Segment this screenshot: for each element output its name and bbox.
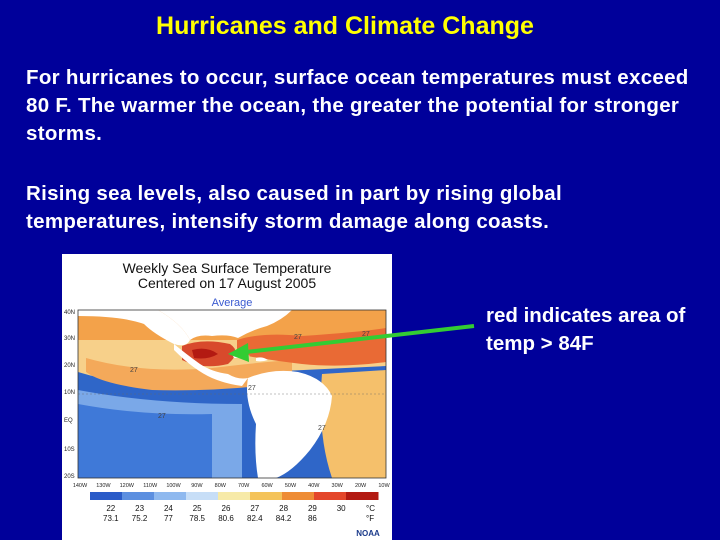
legend-celsius-label: 29 [308,504,317,513]
callout-text: red indicates area of temp > 84F [486,304,686,355]
lon-label: 10W [378,483,390,489]
legend-celsius-label: 24 [164,504,173,513]
legend-fahrenheit-label: 82.4 [247,514,263,523]
lon-label: 110W [143,483,158,489]
legend-swatch [250,492,283,500]
sst-map-svg: Weekly Sea Surface Temperature Centered … [64,260,391,538]
legend-celsius-label: 26 [222,504,231,513]
lat-label: 10N [64,390,75,396]
land-north-america [78,310,190,346]
lon-label: 50W [285,483,297,489]
legend-celsius-label: 30 [337,504,346,513]
lat-label: 10S [64,447,75,453]
legend-celsius-label: 28 [279,504,288,513]
map-title-line2: Centered on 17 August 2005 [138,275,316,291]
contour-label: 27 [158,413,166,420]
lat-label: 20S [64,474,75,480]
contour-label: 27 [130,367,138,374]
legend-swatch [218,492,251,500]
lon-label: 80W [215,483,227,489]
ocean-colder-south-pacific [78,404,212,478]
lon-label: 20W [355,483,367,489]
lat-label: 30N [64,336,75,342]
temperature-legend: 22 23 24 25 26 27 28 29 30 73.1 75.2 77 78.5 80.6 82.4… [90,492,379,523]
legend-swatch [122,492,155,500]
legend-unit-fahrenheit: °F [366,514,374,523]
paragraph-sea-level: Rising sea levels, also caused in part b… [26,182,563,233]
lat-label: EQ [64,418,73,424]
legend-fahrenheit-label: 78.5 [189,514,205,523]
lon-label: 120W [120,483,135,489]
contour-label: 27 [362,331,370,338]
legend-swatch [282,492,315,500]
lat-label: 40N [64,310,75,316]
lon-label: 140W [73,483,88,489]
legend-unit-celsius: °C [366,504,375,513]
map-plot-area [77,309,387,479]
lon-label: 40W [308,483,320,489]
map-subtitle: Average [212,297,253,309]
lon-label: 130W [96,483,111,489]
legend-celsius-label: 23 [135,504,144,513]
lon-label: 100W [166,483,181,489]
legend-celsius-label: 25 [193,504,202,513]
lon-label: 30W [332,483,344,489]
contour-label: 27 [248,385,256,392]
legend-fahrenheit-label: 80.6 [218,514,234,523]
latitude-labels: 40N 30N 20N 10N EQ 10S 20S [64,310,75,480]
noaa-credit: NOAA [356,529,380,538]
legend-fahrenheit-label: 86 [308,514,317,523]
contour-label: 27 [318,425,326,432]
contour-label: 27 [294,334,302,341]
legend-fahrenheit-label: 73.1 [103,514,119,523]
legend-swatch [186,492,219,500]
ocean-hottest-gulf [192,348,218,359]
legend-swatch [314,492,347,500]
slide-title: Hurricanes and Climate Change [156,12,534,40]
lon-label: 60W [261,483,273,489]
map-title-line1: Weekly Sea Surface Temperature [123,260,332,276]
legend-swatch [346,492,379,500]
land-hispaniola [256,357,268,362]
lat-label: 20N [64,363,75,369]
land-usa [158,310,292,340]
legend-celsius-label: 27 [250,504,259,513]
lon-label: 90W [191,483,203,489]
legend-fahrenheit-label: 75.2 [132,514,148,523]
legend-swatch [90,492,123,500]
legend-fahrenheit-label: 84.2 [276,514,292,523]
sea-surface-temperature-map: Weekly Sea Surface Temperature Centered … [62,254,392,540]
legend-swatch [154,492,187,500]
land-central-america [174,344,248,386]
lon-label: 70W [238,483,250,489]
legend-celsius-label: 22 [106,504,115,513]
legend-fahrenheit-label: 77 [164,514,173,523]
land-south-america [247,370,332,478]
longitude-labels: 140W 130W 120W 110W 100W 90W 80W 70W 60W 50W 40W 30… [73,483,391,489]
paragraph-ocean-temperature: For hurricanes to occur, surface ocean t… [26,66,689,145]
ocean-warm-south-atlantic [320,370,386,478]
